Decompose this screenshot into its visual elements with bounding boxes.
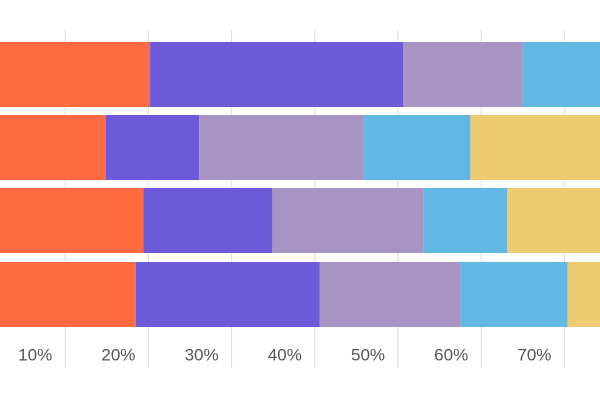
bar-segment [150, 42, 403, 107]
bar-segment [423, 188, 507, 253]
x-tick-label: 60% [434, 345, 468, 364]
bar-segment [363, 115, 471, 180]
x-tick-label: 50% [351, 345, 385, 364]
bar-segment [199, 115, 364, 180]
bar-segment [460, 262, 568, 327]
bar-segment [567, 262, 600, 327]
bar-segment [319, 262, 461, 327]
bar-segment [143, 188, 273, 253]
bar-segment [135, 262, 320, 327]
bar-segment [522, 42, 600, 107]
x-tick-label: 30% [185, 345, 219, 364]
x-tick-label: 20% [101, 345, 135, 364]
bar-segment [105, 115, 200, 180]
x-tick-label: 10% [18, 345, 52, 364]
bar-segment [0, 188, 144, 253]
bar-segment [272, 188, 424, 253]
bar-segment [0, 262, 136, 327]
bar-segment [470, 115, 600, 180]
bar-segment [0, 42, 151, 107]
bar-segment [402, 42, 523, 107]
bar-segment [0, 115, 106, 180]
x-tick-label: 70% [517, 345, 551, 364]
bar-segment [506, 188, 600, 253]
x-tick-label: 40% [268, 345, 302, 364]
